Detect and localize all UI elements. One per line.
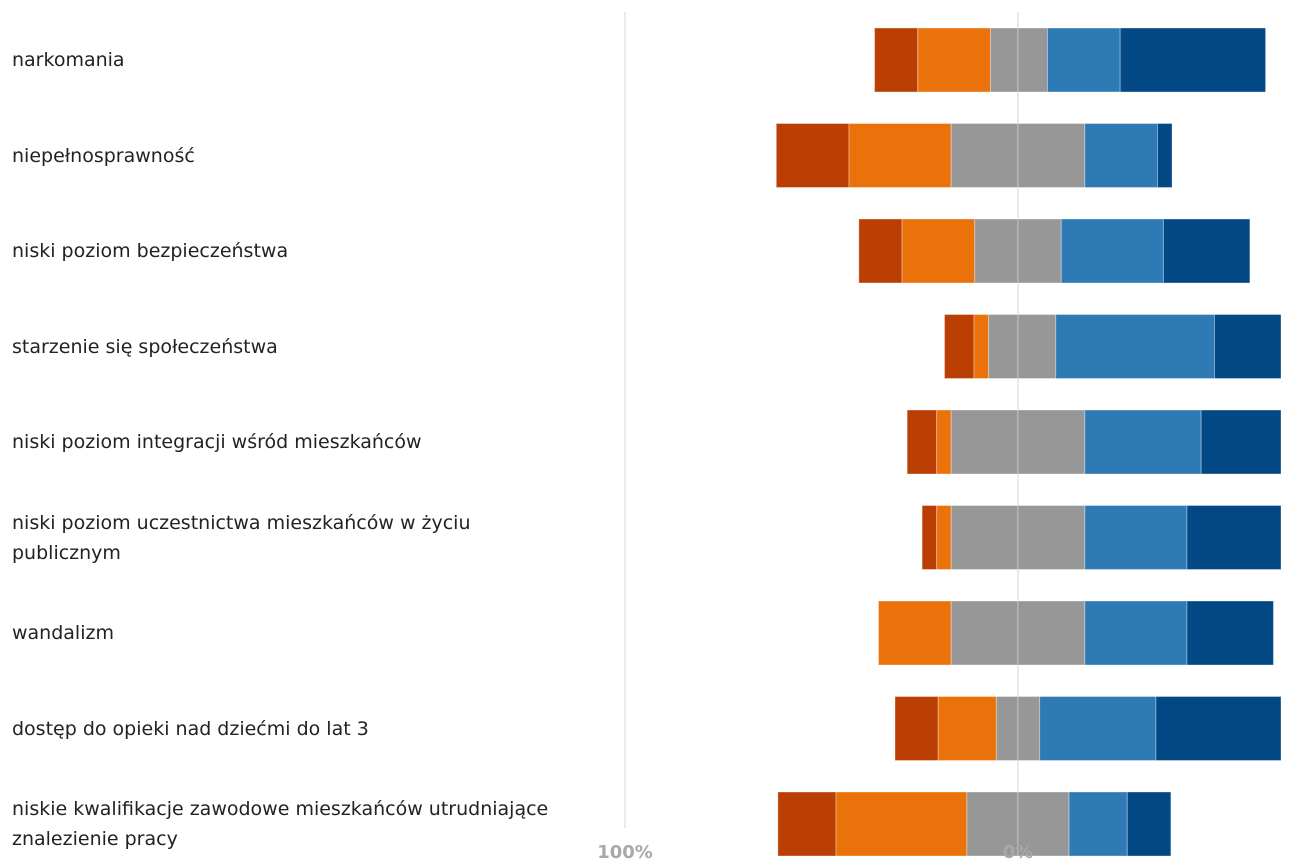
tick-label: 0% (1003, 842, 1034, 862)
category-labels: narkomania niepełnosprawność niski poziom … (0, 0, 600, 862)
bar-segment (835, 791, 968, 857)
bar-segment (1157, 123, 1173, 188)
bar-segment (1186, 600, 1274, 666)
bar-segment (1084, 123, 1159, 188)
bar-segment (921, 505, 938, 570)
bar-segment (1017, 123, 1086, 188)
bar-segment (1084, 409, 1202, 475)
bar-segment (944, 314, 975, 379)
bar-segment (1162, 218, 1251, 284)
bar-segment (1084, 600, 1188, 666)
category-label: niski poziom uczestnictwa mieszkańców w … (12, 511, 471, 564)
bar-segment (906, 409, 938, 475)
bar-segment (1119, 27, 1267, 93)
category-label: narkomania (12, 49, 125, 71)
category-label: niski poziom integracji wśród mieszkańcó… (12, 431, 422, 453)
category-label: dostęp do opieki nad dziećmi do lat 3 (12, 717, 369, 740)
bar-segment (1055, 314, 1215, 379)
bar-segment (1155, 696, 1282, 761)
bar-segment (989, 27, 1019, 93)
bar-segment (966, 791, 1019, 857)
bar-segment (950, 600, 1019, 666)
bar-segment (1017, 791, 1070, 857)
bar-segment (894, 696, 939, 761)
bar-segment (1017, 27, 1048, 93)
bar-segment (995, 696, 1019, 761)
bar-segment (1017, 600, 1086, 666)
bar-segment (901, 218, 976, 284)
bar-segment (858, 218, 903, 284)
bar-segment (937, 696, 997, 761)
bar-segment (1084, 505, 1188, 570)
bar-segment (1214, 314, 1282, 379)
tick-label: 100% (597, 842, 653, 862)
bar-segment (1017, 218, 1062, 284)
bar-segment (1200, 409, 1282, 475)
bar-segment (950, 123, 1019, 188)
bar-segment (936, 505, 952, 570)
bar-segment (974, 218, 1019, 284)
bar-segment (1039, 696, 1157, 761)
bar-segment (936, 409, 952, 475)
bar-segment (1126, 791, 1172, 857)
bar-segment (1017, 505, 1086, 570)
bar-segment (874, 27, 919, 93)
bar-segment (775, 123, 850, 188)
bar-segment (1017, 409, 1086, 475)
bar-segment (1017, 314, 1057, 379)
bar-segment (1046, 27, 1121, 93)
bar-segment (973, 314, 990, 379)
bar-segment (848, 123, 952, 188)
bar-segment (877, 600, 952, 666)
bar-segment (1186, 505, 1282, 570)
category-label: niski poziom bezpieczeństwa (12, 240, 289, 262)
bar-segment (1068, 791, 1128, 857)
bar-segment (1017, 696, 1041, 761)
bar-segment (777, 791, 837, 857)
category-label: niskie kwalifikacje zawodowe mieszkańców… (12, 798, 549, 850)
bar-segment (917, 27, 991, 93)
category-label: wandalizm (12, 622, 114, 644)
category-label: niepełnosprawność (12, 144, 195, 167)
bar-segment (950, 505, 1019, 570)
bar-segment (1060, 218, 1164, 284)
bar-segment (988, 314, 1019, 379)
bar-segment (950, 409, 1019, 475)
category-label: starzenie się społeczeństwa (12, 335, 278, 358)
